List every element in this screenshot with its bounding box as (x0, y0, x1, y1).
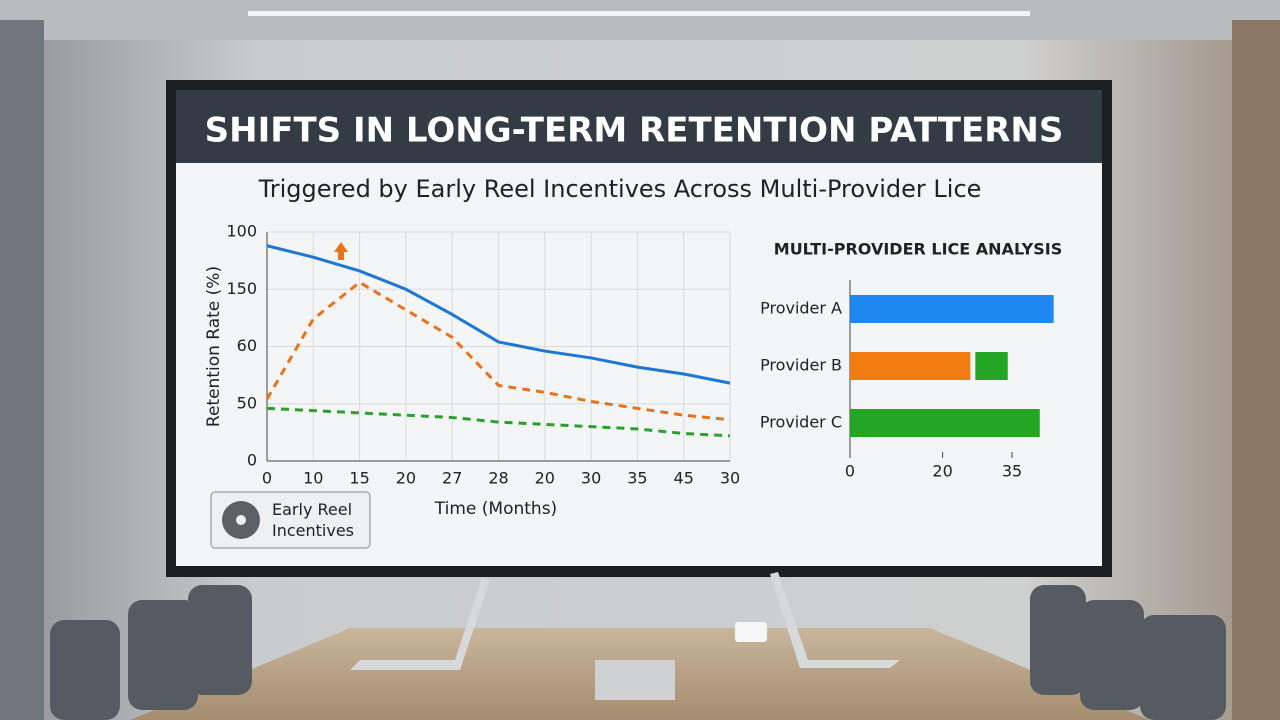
x-axis-label: Time (Months) (434, 499, 557, 519)
annotation-arrow (334, 242, 348, 260)
chair (1030, 585, 1086, 695)
ceiling (0, 0, 1280, 40)
x-tick-label: 10 (303, 469, 323, 488)
y-axis-label: Retention Rate (%) (204, 266, 224, 427)
screen (176, 90, 1102, 566)
chairs (50, 585, 1226, 720)
chair (128, 600, 198, 710)
x-tick-label: 35 (627, 469, 647, 488)
device (595, 660, 675, 700)
chair (1080, 600, 1144, 710)
x-tick-label: 20 (932, 462, 952, 481)
ceiling-light (248, 11, 1030, 16)
y-tick-label: 0 (247, 451, 257, 470)
y-tick-label: 150 (226, 279, 257, 298)
y-tick-label: Provider A (760, 299, 842, 318)
x-tick-label: 35 (1002, 462, 1022, 481)
x-tick-label: 20 (535, 469, 555, 488)
bar (850, 295, 1054, 323)
legend-label: Early Reel Incentives (272, 500, 354, 540)
x-tick-label: 27 (442, 469, 462, 488)
line-series (265, 280, 731, 422)
x-tick-label: 28 (488, 469, 508, 488)
cup (735, 622, 767, 642)
bar (850, 352, 971, 380)
header-band (176, 90, 1102, 163)
line-series (266, 406, 731, 438)
x-tick-label: 0 (845, 462, 855, 481)
wood-panel (1232, 20, 1280, 720)
x-tick-label: 30 (581, 469, 601, 488)
y-tick-label: 60 (237, 336, 257, 355)
bar (850, 409, 1040, 437)
y-tick-label: Provider B (760, 356, 842, 375)
y-tick-label: Provider C (760, 413, 842, 432)
y-tick-label: 50 (237, 393, 257, 412)
chair (188, 585, 252, 695)
charts: 0 50 60 150 100 0 10 15 20 27 28 20 30 35 45 30 Retentio… (204, 222, 1062, 549)
laptop (770, 572, 900, 668)
laptop (350, 578, 490, 670)
x-tick-label: 0 (262, 469, 272, 488)
chair (1140, 615, 1226, 720)
chair (50, 620, 120, 720)
y-tick-label: 100 (226, 222, 257, 241)
chart-title: MULTI-PROVIDER LICE ANALYSIS (774, 240, 1062, 259)
x-tick-label: 20 (396, 469, 416, 488)
legend-icon (236, 515, 246, 525)
subtitle: Triggered by Early Reel Incentives Acros… (258, 175, 982, 203)
title: SHIFTS IN LONG-TERM RETENTION PATTERNS (205, 111, 1064, 151)
legend-line: Incentives (272, 521, 354, 540)
x-tick-label: 15 (349, 469, 369, 488)
legend-line: Early Reel (272, 500, 352, 519)
window (0, 20, 44, 720)
line-series (266, 244, 731, 385)
x-tick-label: 30 (720, 469, 740, 488)
bar (975, 352, 1008, 380)
x-tick-label: 45 (674, 469, 694, 488)
